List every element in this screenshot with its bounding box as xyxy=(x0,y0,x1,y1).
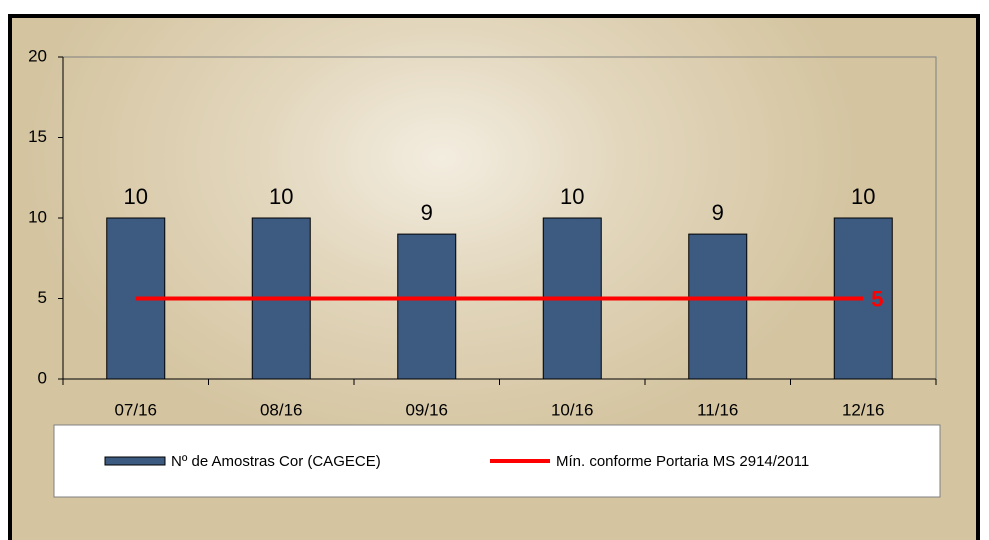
data-label: 10 xyxy=(124,184,148,209)
data-label: 5 xyxy=(871,286,883,311)
data-label: 10 xyxy=(560,184,584,209)
y-tick-label: 20 xyxy=(28,46,47,65)
data-label: 9 xyxy=(712,200,724,225)
bar xyxy=(397,233,457,380)
y-tick-label: 5 xyxy=(38,288,47,307)
x-tick-label: 07/16 xyxy=(114,400,157,419)
bar xyxy=(688,233,748,380)
x-tick-label: 09/16 xyxy=(405,400,448,419)
x-tick-label: 11/16 xyxy=(697,400,738,419)
legend-swatch xyxy=(104,456,166,466)
x-tick-label: 12/16 xyxy=(842,400,885,419)
x-tick-label: 10/16 xyxy=(551,400,594,419)
legend-label: Mín. conforme Portaria MS 2914/2011 xyxy=(556,453,809,470)
x-tick-label: 08/16 xyxy=(260,400,303,419)
plot-area xyxy=(62,56,937,380)
y-tick-label: 15 xyxy=(28,127,47,146)
data-label: 10 xyxy=(851,184,875,209)
legend-label: Nº de Amostras Cor (CAGECE) xyxy=(171,453,381,470)
data-label: 10 xyxy=(269,184,293,209)
data-label: 9 xyxy=(421,200,433,225)
y-tick-label: 10 xyxy=(28,207,47,226)
y-tick-label: 0 xyxy=(38,368,47,387)
